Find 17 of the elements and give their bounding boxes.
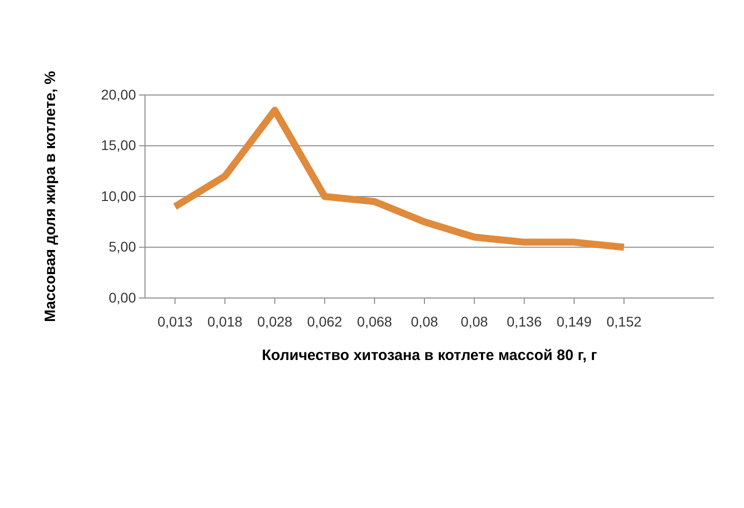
y-tick-label: 20,00 — [100, 86, 136, 102]
y-tick-label: 15,00 — [100, 137, 136, 154]
x-tick-label: 0,152 — [606, 314, 642, 330]
x-tick-label: 0,149 — [556, 314, 592, 330]
x-tick-label: 0,08 — [460, 314, 488, 330]
y-tick-label: 10,00 — [100, 188, 136, 204]
y-tick-label: 0,00 — [108, 289, 136, 306]
x-axis-title: Количество хитозана в котлете массой 80 г, г — [262, 347, 598, 364]
x-tick-label: 0,08 — [410, 314, 438, 330]
x-tick-label: 0,018 — [207, 314, 243, 330]
y-axis-title: Массовая доля жира в котлете, % — [42, 71, 59, 322]
x-tick-label: 0,062 — [307, 314, 342, 330]
x-tick-label: 0,068 — [357, 314, 392, 330]
y-tick-label: 5,00 — [108, 238, 136, 255]
x-tick-label: 0,013 — [157, 314, 193, 330]
x-tick-label: 0,136 — [506, 314, 542, 330]
x-tick-label: 0,028 — [257, 314, 292, 330]
